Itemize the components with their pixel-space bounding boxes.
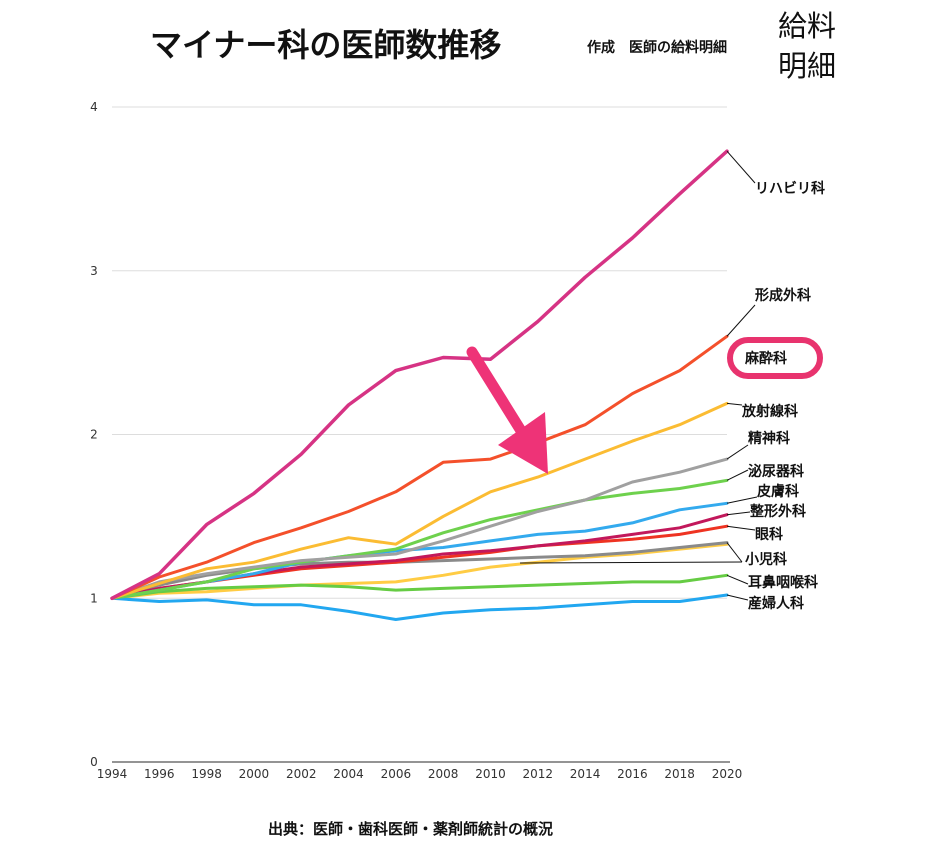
brand-logo-line1: 給料 bbox=[778, 9, 836, 43]
x-tick-label: 2012 bbox=[522, 767, 553, 781]
label-leader-line bbox=[519, 561, 743, 564]
series-label: 皮膚科 bbox=[756, 483, 799, 500]
y-tick-label: 1 bbox=[90, 591, 98, 605]
series-lines bbox=[110, 149, 729, 621]
label-leader-line bbox=[726, 574, 749, 585]
series-label: 耳鼻咽喉科 bbox=[748, 574, 818, 591]
pointer-arrow-icon bbox=[466, 346, 548, 474]
x-tick-label: 1998 bbox=[191, 767, 222, 781]
series-label: 整形外科 bbox=[749, 503, 806, 520]
series-line-4 bbox=[110, 457, 729, 600]
y-tick-label: 2 bbox=[90, 428, 98, 442]
series-line-0 bbox=[110, 149, 729, 601]
label-leader-line bbox=[726, 511, 751, 516]
label-leader-line bbox=[726, 525, 756, 531]
x-tick-label: 2018 bbox=[664, 767, 695, 781]
x-axis-ticks: 1994 1996 1998 2000 2002 2004 2006 2008 2010 2012… bbox=[97, 767, 743, 781]
label-leader-line bbox=[726, 594, 749, 601]
series-label: 小児科 bbox=[745, 551, 787, 568]
label-leader-line bbox=[726, 469, 749, 481]
x-tick-label: 2008 bbox=[428, 767, 459, 781]
x-tick-label: 2016 bbox=[617, 767, 648, 781]
x-tick-label: 2014 bbox=[570, 767, 601, 781]
x-tick-label: 2002 bbox=[286, 767, 317, 781]
series-line-12 bbox=[110, 542, 729, 600]
series-label: 麻酔科 bbox=[744, 350, 787, 367]
series-line-9 bbox=[110, 541, 729, 600]
x-tick-label: 2006 bbox=[381, 767, 412, 781]
x-tick-label: 1996 bbox=[144, 767, 175, 781]
series-label: 産婦人科 bbox=[748, 595, 804, 612]
y-axis-ticks: 0 1 2 3 4 bbox=[90, 100, 98, 769]
label-leader-line bbox=[726, 150, 756, 184]
label-leader-line bbox=[726, 444, 749, 460]
y-tick-label: 3 bbox=[90, 264, 98, 278]
highlight-pill bbox=[727, 337, 823, 379]
chart-title: マイナー科の医師数推移 bbox=[150, 26, 501, 64]
grid bbox=[112, 106, 727, 599]
series-labels: リハビリ科形成外科麻酔科放射線科精神科泌尿器科皮膚科整形外科眼科小児科耳鼻咽喉科… bbox=[519, 150, 825, 612]
x-tick-label: 2020 bbox=[712, 767, 743, 781]
y-tick-label: 4 bbox=[90, 100, 98, 114]
x-tick-label: 2004 bbox=[333, 767, 364, 781]
label-leader-line bbox=[726, 402, 743, 406]
series-label: 放射線科 bbox=[741, 403, 798, 420]
series-label: 形成外科 bbox=[755, 287, 811, 304]
series-label: リハビリ科 bbox=[755, 180, 825, 197]
series-line-3 bbox=[110, 401, 729, 600]
series-label: 精神科 bbox=[748, 430, 790, 447]
series-line-5 bbox=[110, 478, 729, 600]
x-tick-label: 2000 bbox=[239, 767, 270, 781]
author-credit: 作成 医師の給料明細 bbox=[587, 39, 727, 56]
label-leader-line bbox=[726, 542, 743, 563]
series-label: 泌尿器科 bbox=[748, 463, 804, 480]
series-label: 眼科 bbox=[755, 526, 783, 543]
x-tick-label: 2010 bbox=[475, 767, 506, 781]
brand-logo-line2: 明細 bbox=[778, 49, 836, 83]
label-leader-line bbox=[726, 304, 756, 337]
label-leader-line bbox=[726, 496, 758, 504]
series-line-1 bbox=[110, 334, 729, 600]
x-tick-label: 1994 bbox=[97, 767, 128, 781]
source-note: 出典：医師・歯科医師・薬剤師統計の概況 bbox=[268, 820, 553, 838]
series-line-11 bbox=[110, 593, 729, 621]
series-line-10 bbox=[110, 573, 729, 600]
y-tick-label: 0 bbox=[90, 755, 98, 769]
